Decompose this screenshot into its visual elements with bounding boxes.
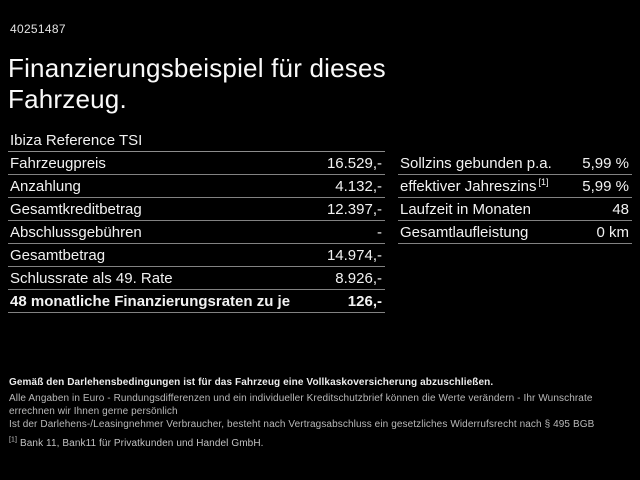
bank-footnote: [1] Bank 11, Bank11 für Privatkunden und… (9, 437, 634, 450)
offer-number: 40251487 (10, 22, 66, 36)
row-value: 5,99 % (582, 154, 629, 172)
row-label: Gesamtlaufleistung (400, 223, 529, 241)
row-value: 12.397,- (326, 200, 382, 218)
footnote-text: Bank 11, Bank11 für Privatkunden und Han… (19, 438, 264, 449)
disclaimer-line-1: Alle Angaben in Euro - Rundungsdifferenz… (9, 393, 593, 417)
finance-amounts-rows: Fahrzeugpreis 16.529,- Anzahlung 4.132,- Ges… (8, 152, 385, 313)
row-label: Abschlussgebühren (10, 223, 142, 241)
vehicle-model-name: Ibiza Reference TSI (8, 130, 385, 152)
table-row: Gesamtlaufleistung 0 km (398, 221, 632, 244)
page-title: Finanzierungsbeispiel für dieses Fahrzeu… (8, 53, 386, 115)
row-value: 4.132,- (335, 177, 382, 195)
table-row: Anzahlung 4.132,- (8, 175, 385, 198)
table-row: effektiver Jahreszins [1] 5,99 % (398, 175, 632, 198)
row-value: 8.926,- (335, 269, 382, 287)
row-label: Schlussrate als 49. Rate (10, 269, 173, 287)
disclaimer-line-2: Ist der Darlehens-/Leasingnehmer Verbrau… (9, 419, 595, 430)
table-row: 48 monatliche Finanzierungsraten zu je 12… (8, 290, 385, 313)
row-value: - (377, 223, 382, 241)
insurance-requirement-note: Gemäß den Darlehensbedingungen ist für d… (9, 377, 494, 388)
row-label: Anzahlung (10, 177, 81, 195)
row-value: 48 (612, 200, 629, 218)
row-label: Fahrzeugpreis (10, 154, 106, 172)
finance-conditions-table: Sollzins gebunden p.a. 5,99 % effektiver J… (398, 152, 632, 244)
table-row: Sollzins gebunden p.a. 5,99 % (398, 152, 632, 175)
table-row: Schlussrate als 49. Rate 8.926,- (8, 267, 385, 290)
row-value: 16.529,- (326, 154, 382, 172)
row-label: 48 monatliche Finanzierungsraten zu je (10, 292, 291, 310)
legal-footer: Gemäß den Darlehensbedingungen ist für d… (9, 376, 634, 450)
footnote-marker: [1] (9, 436, 18, 444)
row-label: effektiver Jahreszins (400, 177, 537, 195)
page-title-line1: Finanzierungsbeispiel für dieses (8, 53, 386, 83)
table-row: Abschlussgebühren - (8, 221, 385, 244)
finance-amounts-table: Ibiza Reference TSI Fahrzeugpreis 16.529,… (8, 130, 385, 313)
row-value: 14.974,- (326, 246, 382, 264)
table-row: Gesamtkreditbetrag 12.397,- (8, 198, 385, 221)
row-label: Sollzins gebunden p.a. (400, 154, 552, 172)
row-value: 5,99 % (582, 177, 629, 195)
row-label: Gesamtkreditbetrag (10, 200, 142, 218)
table-row: Fahrzeugpreis 16.529,- (8, 152, 385, 175)
table-row: Laufzeit in Monaten 48 (398, 198, 632, 221)
row-value: 126,- (347, 292, 382, 310)
row-label: Laufzeit in Monaten (400, 200, 531, 218)
table-row: Gesamtbetrag 14.974,- (8, 244, 385, 267)
row-value: 0 km (596, 223, 629, 241)
row-label: Gesamtbetrag (10, 246, 106, 264)
page-title-line2: Fahrzeug. (8, 84, 127, 114)
finance-conditions-rows: Sollzins gebunden p.a. 5,99 % effektiver J… (398, 152, 632, 244)
